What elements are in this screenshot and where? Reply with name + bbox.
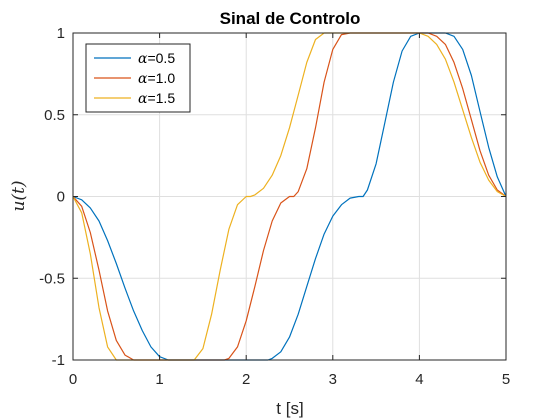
legend-label-3: α=1.5 [138, 90, 175, 107]
chart-title: Sinal de Controlo [220, 9, 361, 28]
legend-label-1: α=0.5 [138, 50, 175, 67]
legend: α=0.5 α=1.0 α=1.5 [85, 43, 191, 113]
y-axis-label: u(t) [9, 180, 29, 211]
y-tick-label: -0.5 [39, 270, 65, 287]
x-axis-label: t [s] [276, 399, 303, 418]
x-tick-label: 5 [502, 371, 510, 388]
x-tick-label: 1 [155, 371, 163, 388]
legend-label-2: α=1.0 [138, 70, 175, 87]
x-tick-label: 2 [242, 371, 250, 388]
y-tick-label: 0 [57, 189, 65, 206]
y-tick-label: -1 [52, 352, 65, 369]
x-tick-label: 3 [329, 371, 337, 388]
y-tick-label: 0.5 [44, 107, 65, 124]
y-tick-label: 1 [57, 25, 65, 42]
ticks: 0 1 2 3 4 5 -1 -0.5 0 0.5 1 [39, 25, 510, 388]
x-tick-label: 0 [69, 371, 77, 388]
x-tick-label: 4 [415, 371, 423, 388]
